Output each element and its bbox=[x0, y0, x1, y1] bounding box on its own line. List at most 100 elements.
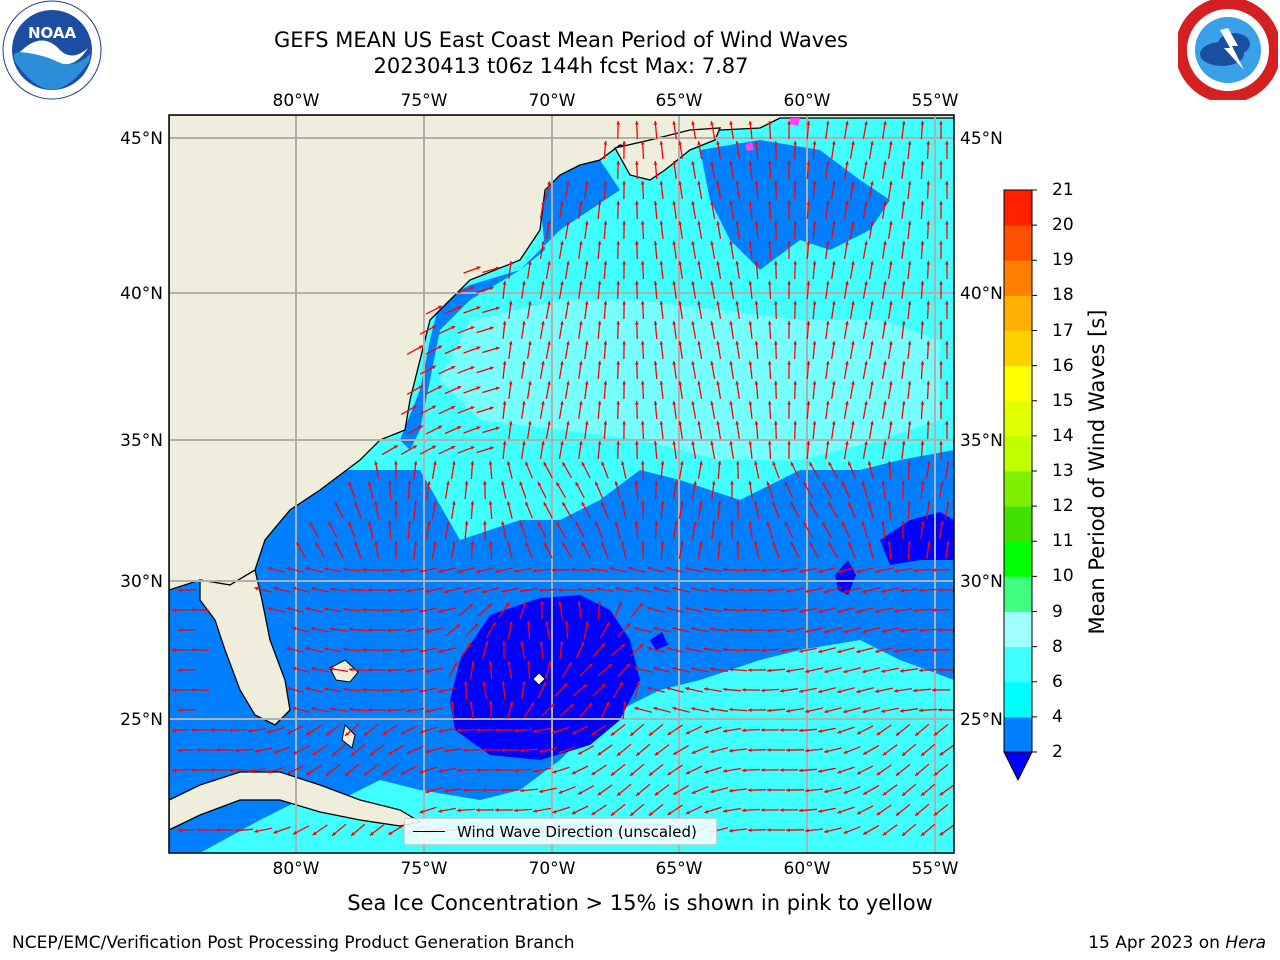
wave-direction-arrowhead bbox=[723, 607, 727, 612]
wave-direction-arrowhead bbox=[939, 121, 943, 125]
wave-direction-arrowhead bbox=[767, 241, 772, 245]
wave-direction-arrowhead bbox=[856, 689, 861, 694]
wave-direction-arrowhead bbox=[754, 501, 758, 505]
wave-direction-arrowhead bbox=[875, 689, 880, 694]
wave-direction-arrowhead bbox=[394, 541, 398, 545]
wave-direction-arrowhead bbox=[583, 684, 587, 688]
wave-direction-arrowhead bbox=[514, 768, 518, 773]
wave-direction-arrowhead bbox=[528, 421, 532, 425]
colorbar-segment bbox=[1004, 576, 1032, 612]
wave-direction-arrowhead bbox=[862, 709, 867, 714]
wave-direction-arrowhead bbox=[831, 221, 836, 225]
wave-direction-arrowhead bbox=[470, 366, 475, 370]
wave-direction-arrowhead bbox=[678, 221, 683, 225]
wave-direction-arrowhead bbox=[742, 728, 746, 733]
wave-direction-arrowhead bbox=[685, 686, 690, 691]
colorbar-segment bbox=[1004, 365, 1032, 402]
wave-direction-arrowhead bbox=[824, 789, 829, 794]
wave-direction-arrowhead bbox=[773, 341, 778, 345]
wave-direction-arrowhead bbox=[381, 648, 385, 653]
wave-direction-arrowhead bbox=[691, 201, 695, 205]
wave-direction-arrowhead bbox=[332, 752, 336, 756]
wave-direction-arrowhead bbox=[748, 708, 752, 712]
wave-direction-arrowhead bbox=[932, 608, 936, 612]
wave-direction-arrowhead bbox=[710, 121, 714, 125]
wave-direction-arrowhead bbox=[588, 703, 592, 708]
land-florida bbox=[199, 568, 291, 726]
wave-direction-arrowhead bbox=[870, 181, 874, 185]
colorbar bbox=[1003, 189, 1037, 782]
wave-direction-arrowhead bbox=[578, 241, 583, 245]
wave-direction-arrowhead bbox=[432, 405, 436, 410]
wave-direction-arrowhead bbox=[229, 728, 233, 733]
wave-direction-arrowhead bbox=[476, 768, 480, 772]
wave-direction-arrowhead bbox=[876, 771, 881, 776]
wave-direction-arrowhead bbox=[556, 522, 560, 527]
wave-direction-arrowhead bbox=[508, 301, 513, 305]
wave-direction-arrowhead bbox=[476, 266, 481, 270]
wave-direction-arrowhead bbox=[735, 181, 740, 185]
wave-direction-arrowhead bbox=[913, 568, 917, 573]
wave-direction-arrowhead bbox=[659, 221, 664, 225]
wave-direction-arrowhead bbox=[828, 462, 833, 467]
wave-direction-arrowhead bbox=[296, 542, 300, 547]
wave-direction-arrowhead bbox=[841, 481, 846, 486]
wave-direction-arrowhead bbox=[691, 241, 695, 245]
wave-direction-arrowhead bbox=[470, 541, 475, 545]
wave-direction-arrowhead bbox=[603, 421, 608, 425]
wave-direction-arrowhead bbox=[946, 461, 950, 465]
wave-direction-arrowhead bbox=[748, 321, 753, 325]
wave-direction-arrowhead bbox=[805, 589, 810, 594]
wave-direction-arrowhead bbox=[639, 603, 643, 607]
wave-direction-arrowhead bbox=[636, 681, 641, 686]
wave-direction-arrowhead bbox=[451, 446, 456, 450]
wave-direction-arrowhead bbox=[772, 461, 776, 466]
wave-direction-arrowhead bbox=[704, 729, 709, 734]
wave-direction-arrowhead bbox=[921, 832, 925, 836]
wave-direction-arrowhead bbox=[754, 261, 759, 265]
wave-direction-arrowhead bbox=[533, 769, 537, 773]
wave-direction-arrowhead bbox=[790, 462, 795, 466]
wave-direction-arrowhead bbox=[710, 707, 714, 712]
wave-direction-arrowhead bbox=[541, 281, 545, 285]
wave-direction-arrowhead bbox=[926, 301, 931, 305]
wave-direction-arrowhead bbox=[374, 541, 378, 545]
wave-direction-arrowhead bbox=[799, 649, 803, 653]
wave-direction-arrowhead bbox=[939, 241, 943, 245]
wave-direction-arrowhead bbox=[901, 361, 906, 365]
wave-direction-arrowhead bbox=[463, 589, 468, 594]
wave-direction-arrowhead bbox=[560, 281, 564, 285]
wave-direction-arrowhead bbox=[766, 521, 771, 526]
wave-direction-arrowhead bbox=[932, 648, 936, 652]
wave-direction-arrowhead bbox=[502, 361, 507, 365]
wave-direction-arrowhead bbox=[919, 588, 923, 593]
wave-direction-arrowhead bbox=[717, 461, 722, 465]
wave-direction-arrowhead bbox=[812, 421, 817, 425]
wave-direction-arrowhead bbox=[311, 587, 315, 591]
wave-direction-arrowhead bbox=[614, 481, 619, 486]
wave-direction-arrowhead bbox=[653, 706, 658, 711]
wave-direction-arrowhead bbox=[856, 569, 861, 574]
wave-direction-arrowhead bbox=[660, 461, 665, 465]
wave-direction-arrowhead bbox=[845, 401, 849, 405]
wave-direction-arrowhead bbox=[896, 771, 900, 776]
wave-direction-arrowhead bbox=[812, 381, 817, 385]
wave-direction-arrowhead bbox=[678, 421, 683, 425]
wave-direction-arrowhead bbox=[286, 566, 291, 571]
wave-direction-arrowhead bbox=[609, 567, 613, 571]
wave-direction-arrowhead bbox=[809, 462, 813, 467]
wave-direction-arrowhead bbox=[672, 666, 677, 671]
wave-direction-arrowhead bbox=[367, 521, 372, 526]
wave-direction-arrowhead bbox=[716, 381, 720, 385]
wave-direction-arrowhead bbox=[921, 792, 925, 796]
wave-direction-arrowhead bbox=[525, 461, 529, 466]
wave-direction-arrowhead bbox=[900, 628, 904, 633]
wave-direction-arrowhead bbox=[172, 728, 176, 733]
wave-direction-arrowhead bbox=[578, 201, 583, 205]
wave-direction-arrowhead bbox=[680, 461, 684, 465]
wave-direction-arrowhead bbox=[940, 481, 944, 485]
wave-direction-arrowhead bbox=[704, 647, 708, 651]
wave-direction-arrowhead bbox=[767, 161, 772, 165]
wave-direction-arrowhead bbox=[843, 669, 848, 674]
wave-direction-arrowhead bbox=[939, 361, 943, 365]
